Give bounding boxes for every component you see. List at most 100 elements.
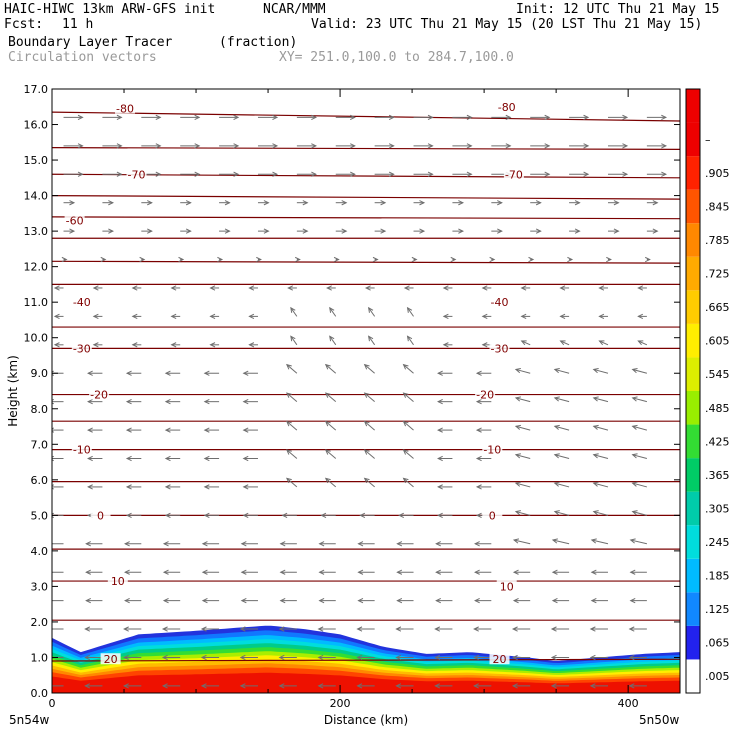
contour-label-bg [482, 509, 503, 521]
wind-vector [569, 143, 590, 149]
wind-vector [398, 512, 414, 518]
wind-vector [201, 541, 220, 547]
wind-vector [102, 143, 123, 149]
wind-vector [372, 256, 379, 263]
wind-vector [240, 597, 258, 604]
wind-vector [357, 569, 375, 575]
wind-vector [528, 256, 535, 263]
wind-vector [553, 510, 570, 516]
wind-vector [209, 285, 220, 291]
wind-vector [590, 597, 608, 604]
wind-vector [92, 342, 103, 348]
xy-range: XY= 251.0,100.0 to 284.7,100.0 [279, 50, 514, 65]
wind-vector [395, 683, 414, 689]
wind-vector [286, 392, 298, 403]
wind-vector [164, 455, 181, 462]
wind-vector [606, 256, 612, 263]
wind-vector [164, 427, 181, 433]
wind-vector [592, 481, 609, 488]
wind-vector [374, 171, 395, 177]
wind-vector [530, 114, 551, 121]
wind-vector [452, 200, 465, 206]
wind-vector [413, 171, 434, 177]
wind-vector [63, 114, 84, 121]
wind-vector [286, 477, 298, 488]
wind-vector [491, 228, 503, 234]
wind-vector [286, 449, 298, 459]
contour-label: -60 [66, 214, 84, 227]
wind-vector [162, 541, 181, 547]
wind-vector [364, 285, 375, 291]
wind-vector [514, 510, 531, 516]
wind-vector [628, 626, 647, 632]
plot-frame [51, 88, 681, 694]
y-axis-label: Height (km) [6, 355, 20, 426]
wind-vector [125, 370, 142, 376]
plot-area [52, 89, 680, 693]
wind-vector [164, 399, 181, 405]
colorbar: .005 .065 .125 .185 .245 .305 .365 .425 .485 .545… [685, 88, 730, 694]
wind-vector [242, 370, 258, 376]
wind-vector [219, 143, 240, 149]
colorbar-label: .125 [705, 603, 730, 616]
contour-label: 20 [493, 653, 507, 666]
y-tick-label: 1.0 [31, 651, 49, 664]
wind-vector [278, 654, 297, 661]
tracer-field [52, 625, 680, 693]
wind-vector [646, 143, 668, 149]
colorbar-swatch [686, 458, 700, 492]
wind-vector [514, 453, 531, 459]
wind-vector [52, 570, 64, 575]
wind-vector [628, 683, 647, 689]
wind-vector [374, 143, 395, 149]
y-tick-label: 6.0 [31, 474, 49, 487]
contour-label: -40 [491, 296, 509, 309]
wind-vector [125, 455, 142, 462]
y-tick-label: 2.0 [31, 616, 49, 629]
wind-vector [318, 569, 336, 575]
wind-vector [335, 143, 356, 149]
wind-vector [530, 143, 551, 149]
wind-vector [296, 200, 309, 206]
wind-vector [569, 200, 581, 206]
wind-vector [200, 683, 220, 689]
wind-vector [491, 114, 512, 121]
wind-vector [317, 654, 336, 661]
wind-vector [242, 512, 258, 518]
wind-vector [329, 335, 337, 346]
y-tick-label: 14.0 [24, 190, 49, 203]
wind-vector [553, 481, 570, 488]
wind-vector [491, 143, 512, 149]
wind-vector [452, 114, 473, 121]
wind-vector [551, 538, 570, 545]
wind-vector [363, 420, 375, 431]
wind-vector [357, 597, 375, 604]
wind-vector [520, 313, 531, 320]
wind-vector [551, 569, 570, 575]
wind-vector [102, 228, 115, 234]
wind-vector [413, 143, 434, 149]
wind-vector [200, 626, 220, 632]
wind-vector [52, 598, 64, 603]
wind-vector [514, 396, 531, 403]
wind-vector [84, 683, 103, 689]
wind-vector [248, 342, 258, 348]
wind-vector [209, 342, 220, 348]
wind-vector [125, 484, 142, 490]
contour-label-bg [90, 509, 111, 521]
contour-label-bg [64, 214, 85, 226]
wind-vector [442, 285, 453, 291]
wind-vector [278, 626, 297, 632]
y-tick-label: 13.0 [24, 225, 49, 238]
wind-vector [590, 538, 609, 545]
wind-vector [85, 569, 103, 575]
wind-vector [87, 399, 103, 405]
wind-vector [474, 569, 492, 575]
y-tick-label: 11.0 [24, 296, 49, 309]
wind-vector [242, 427, 258, 433]
y-tick-label: 5.0 [31, 509, 49, 522]
colorbar-swatch [686, 558, 700, 593]
wind-vector [402, 363, 414, 374]
colorbar-label: .305 [705, 502, 730, 515]
wind-vector [452, 143, 473, 149]
